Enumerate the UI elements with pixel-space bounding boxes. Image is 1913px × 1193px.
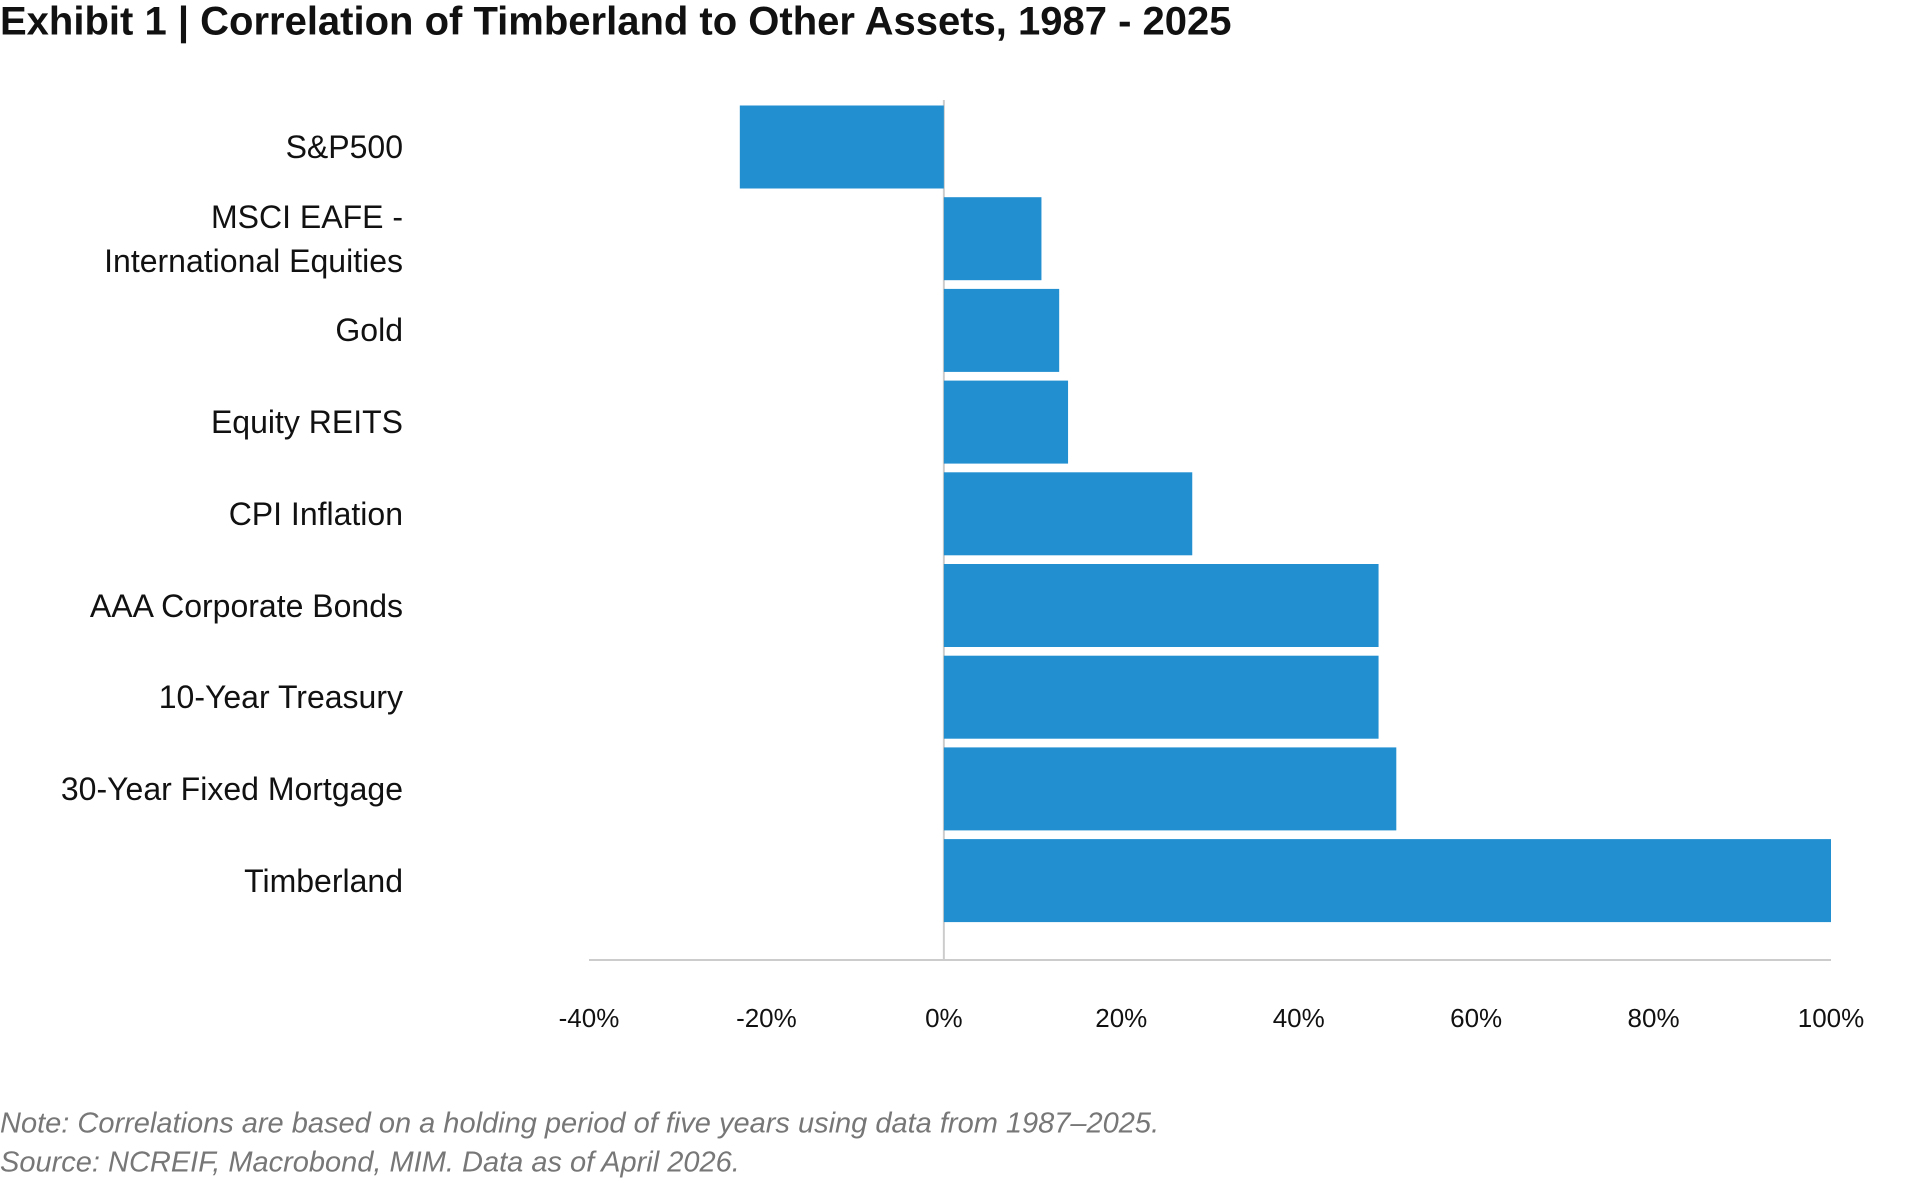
x-tick-label: 80% (1628, 1003, 1680, 1033)
bar (943, 380, 1069, 464)
category-label: S&P500 (285, 129, 403, 165)
category-label: Gold (335, 312, 403, 349)
bar (943, 288, 1060, 372)
x-tick-label: -20% (736, 1003, 797, 1033)
chart-title: Exhibit 1 | Correlation of Timberland to… (0, 0, 1232, 44)
bar (943, 472, 1193, 556)
bar (943, 564, 1379, 647)
x-tick-label: -40% (559, 1003, 620, 1033)
category-label: AAA Corporate Bonds (89, 587, 403, 624)
bar (943, 747, 1397, 831)
category-label: 30-Year Fixed Mortgage (60, 770, 403, 807)
bar (943, 197, 1042, 281)
bar (739, 105, 944, 189)
x-tick-label: 40% (1273, 1003, 1325, 1033)
category-label: Equity REITS (210, 404, 403, 441)
bar (943, 839, 1831, 923)
bar (943, 655, 1379, 739)
x-tick-label: 0% (925, 1003, 963, 1033)
category-label: CPI Inflation (228, 495, 403, 532)
x-tick-label: 60% (1450, 1003, 1502, 1033)
category-label: Timberland (244, 862, 403, 899)
category-label: MSCI EAFE - International Equities (104, 198, 403, 279)
x-tick-label: 20% (1095, 1003, 1147, 1033)
source: Source: NCREIF, Macrobond, MIM. Data as … (0, 1147, 740, 1179)
note: Note: Correlations are based on a holdin… (0, 1108, 1159, 1140)
x-tick-label: 100% (1798, 1003, 1865, 1033)
category-label: 10-Year Treasury (158, 679, 403, 716)
